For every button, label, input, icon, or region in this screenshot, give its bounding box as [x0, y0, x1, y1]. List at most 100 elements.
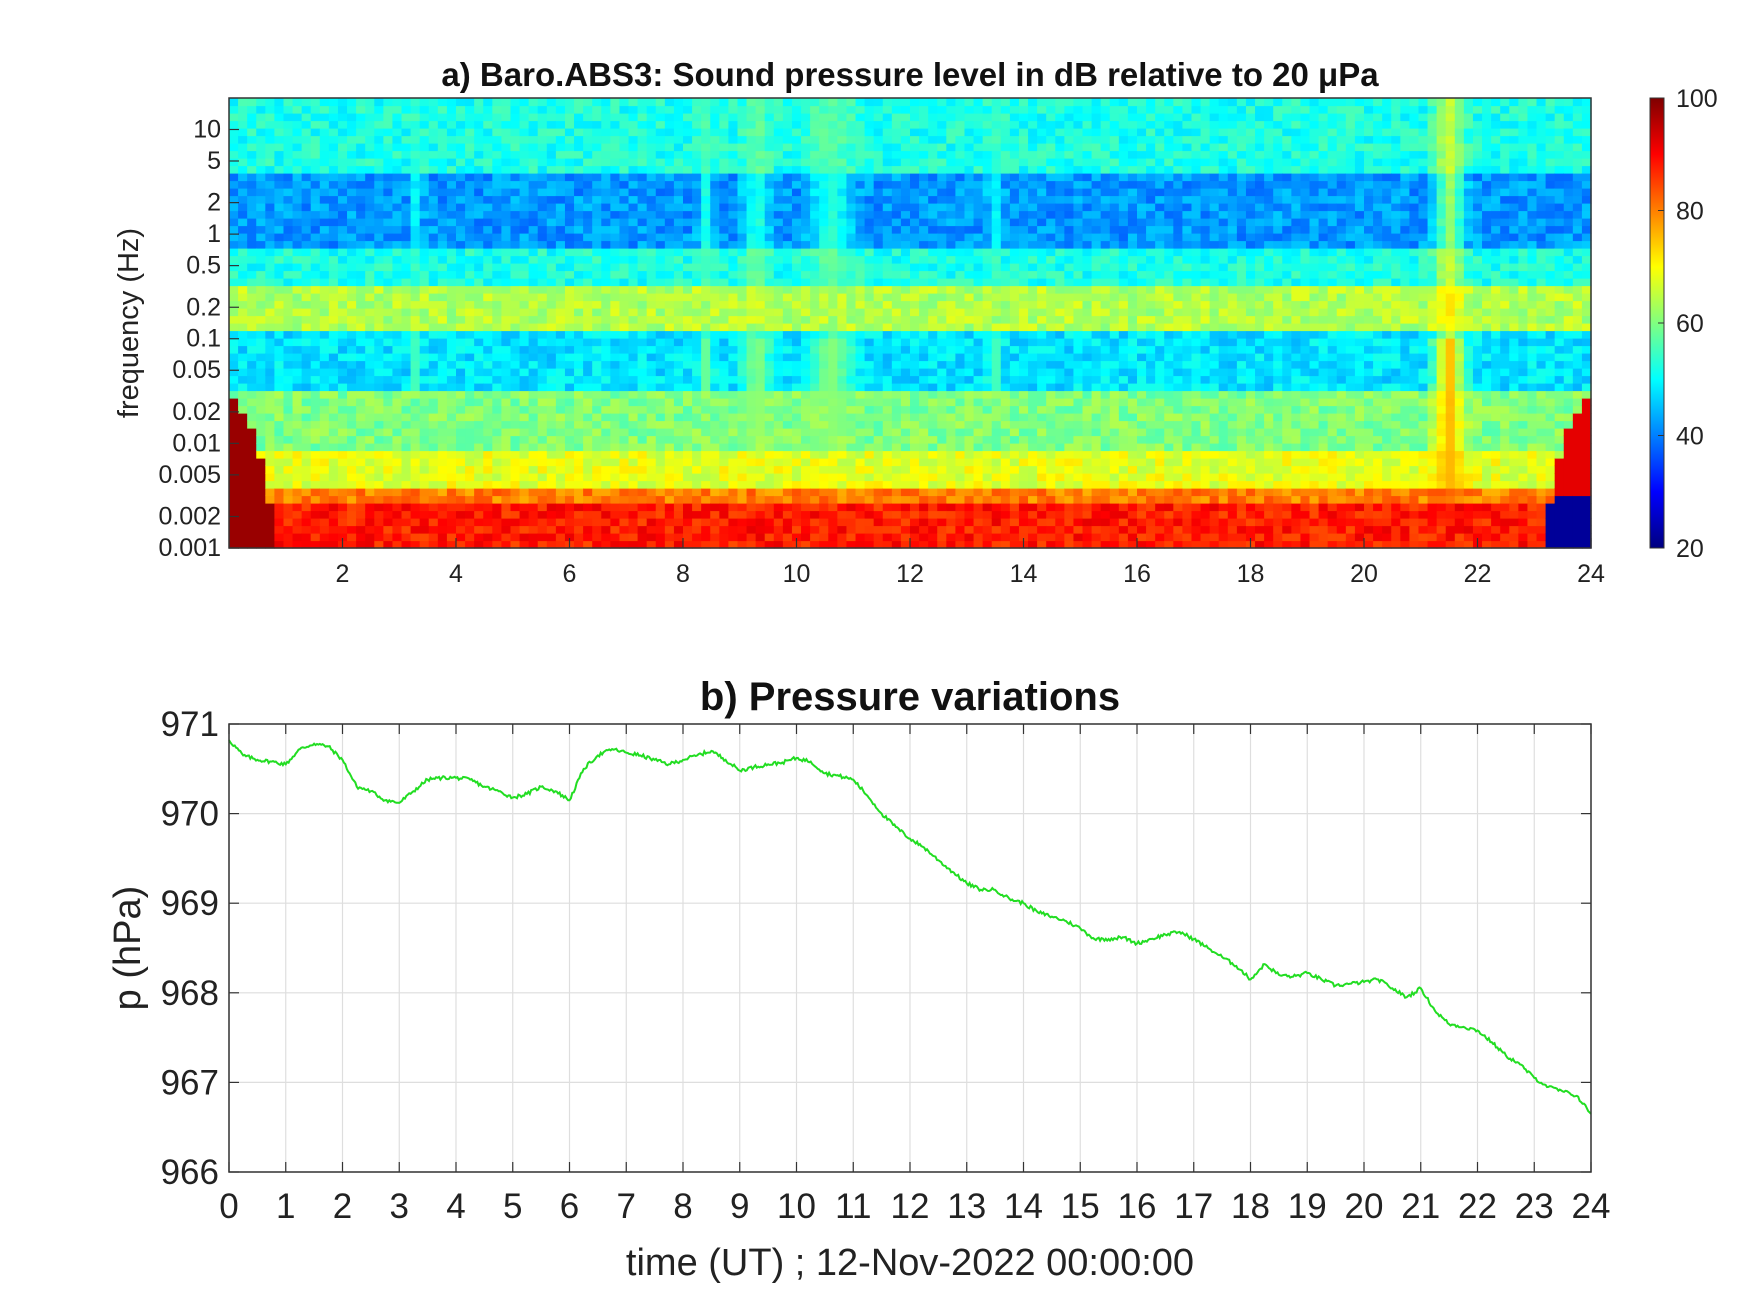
heatmap-cell	[519, 323, 530, 332]
heatmap-cell	[337, 533, 348, 542]
heatmap-cell	[837, 323, 848, 332]
heatmap-cell	[537, 180, 548, 189]
heatmap-cell	[301, 285, 312, 294]
heatmap-cell	[910, 435, 920, 444]
heatmap-cell	[274, 128, 285, 137]
heatmap-cell	[882, 525, 893, 534]
heatmap-cell	[937, 480, 947, 489]
heatmap-cell	[782, 225, 793, 234]
heatmap-cell	[301, 338, 312, 347]
heatmap-cell	[900, 503, 911, 512]
heatmap-cell	[782, 285, 793, 294]
heatmap-cell	[401, 300, 412, 309]
heatmap-cell	[446, 488, 457, 497]
heatmap-cell	[456, 285, 466, 294]
heatmap-cell	[546, 323, 557, 332]
heatmap-cell	[637, 158, 648, 167]
heatmap-cell	[274, 105, 285, 114]
heatmap-cell	[637, 390, 648, 399]
heatmap-cell	[492, 345, 502, 354]
heatmap-cell	[483, 210, 493, 219]
heatmap-cell	[801, 518, 811, 527]
heatmap-cell	[737, 233, 748, 242]
heatmap-cell	[782, 188, 793, 197]
heatmap-cell	[801, 173, 811, 182]
heatmap-cell	[310, 375, 321, 384]
heatmap-cell	[973, 435, 984, 444]
heatmap-cell	[555, 450, 566, 459]
heatmap-cell	[910, 398, 920, 407]
heatmap-cell	[465, 120, 475, 129]
heatmap-cell	[773, 113, 784, 122]
heatmap-cell	[247, 98, 257, 107]
heatmap-cell	[692, 465, 702, 474]
heatmap-cell	[301, 465, 312, 474]
heatmap-cell	[846, 338, 857, 347]
heatmap-cell	[955, 443, 966, 452]
heatmap-cell	[519, 428, 530, 437]
heatmap-cell	[791, 488, 802, 497]
heatmap-cell	[673, 450, 684, 459]
heatmap-cell	[819, 293, 829, 302]
heatmap-cell	[782, 135, 793, 144]
heatmap-cell	[555, 398, 566, 407]
heatmap-cell	[964, 405, 975, 414]
heatmap-cell	[528, 150, 539, 159]
heatmap-cell	[528, 180, 539, 189]
heatmap-cell	[737, 360, 748, 369]
heatmap-cell	[873, 98, 884, 107]
heatmap-cell	[474, 330, 484, 339]
heatmap-cell	[492, 203, 502, 212]
heatmap-cell	[782, 510, 793, 519]
heatmap-cell	[628, 188, 639, 197]
heatmap-cell	[646, 353, 657, 362]
heatmap-cell	[610, 98, 621, 107]
heatmap-cell	[819, 173, 829, 182]
heatmap-cell	[964, 330, 975, 339]
heatmap-cell	[646, 428, 657, 437]
heatmap-cell	[910, 315, 920, 324]
heatmap-cell	[528, 480, 539, 489]
heatmap-cell	[256, 98, 266, 107]
heatmap-cell	[238, 420, 248, 429]
heatmap-cell	[383, 353, 394, 362]
heatmap-cell	[419, 510, 430, 519]
heatmap-cell	[801, 165, 811, 174]
heatmap-cell	[492, 113, 502, 122]
heatmap-cell	[265, 285, 275, 294]
heatmap-cell	[955, 473, 966, 482]
heatmap-cell	[955, 323, 966, 332]
heatmap-cell	[229, 240, 239, 249]
heatmap-cell	[474, 435, 484, 444]
heatmap-cell	[401, 150, 412, 159]
heatmap-cell	[483, 285, 493, 294]
heatmap-cell	[810, 173, 820, 182]
heatmap-cell	[610, 435, 621, 444]
heatmap-cell	[428, 323, 439, 332]
heatmap-cell	[683, 248, 693, 257]
heatmap-cell	[283, 323, 294, 332]
heatmap-cell	[301, 233, 312, 242]
heatmap-cell	[392, 503, 403, 512]
heatmap-cell	[619, 248, 630, 257]
heatmap-cell	[919, 465, 929, 474]
heatmap-cell	[882, 465, 893, 474]
heatmap-cell	[356, 293, 366, 302]
heatmap-cell	[446, 435, 457, 444]
heatmap-cell	[555, 315, 566, 324]
heatmap-cell	[392, 135, 403, 144]
heatmap-cell	[328, 480, 339, 489]
heatmap-cell	[292, 308, 303, 317]
heatmap-cell	[229, 398, 239, 407]
heatmap-cell	[337, 150, 348, 159]
heatmap-cell	[465, 360, 475, 369]
heatmap-cell	[356, 98, 366, 107]
heatmap-cell	[628, 435, 639, 444]
heatmap-cell	[910, 495, 920, 504]
heatmap-cell	[283, 353, 294, 362]
heatmap-cell	[537, 173, 548, 182]
heatmap-cell	[456, 255, 466, 264]
heatmap-cell	[546, 113, 557, 122]
heatmap-cell	[628, 503, 639, 512]
heatmap-cell	[610, 135, 621, 144]
